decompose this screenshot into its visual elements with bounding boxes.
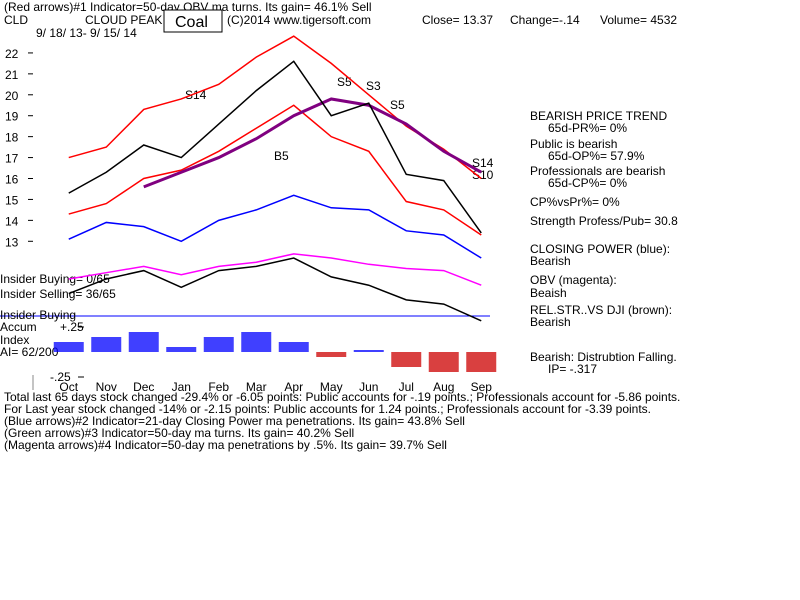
y-tick-label: 15	[5, 193, 19, 207]
footer-text: (Green arrows)#3 Indicator=50-day ma tur…	[4, 426, 354, 440]
footer: Total last 65 days stock changed -29.4% …	[4, 390, 680, 452]
accum-bar	[166, 347, 197, 352]
signal-label: S3	[366, 79, 381, 93]
series-line	[68, 257, 482, 322]
side-text: OBV (magenta):	[530, 273, 617, 287]
accum-bar	[128, 332, 159, 352]
accum-bar	[391, 352, 422, 367]
side-text: Bearish	[530, 315, 571, 329]
x-tick-label: Mar	[246, 380, 267, 394]
signal-label: S5	[337, 75, 352, 89]
footer-text: Total last 65 days stock changed -29.4% …	[4, 390, 680, 404]
x-tick-label: May	[320, 380, 343, 394]
accum-bar	[353, 350, 384, 352]
y-tick-label: 22	[5, 47, 19, 61]
x-tick-label: Jan	[172, 380, 191, 394]
x-tick-label: Sep	[471, 380, 493, 394]
series-line	[68, 194, 482, 259]
y-tick-label: 16	[5, 173, 19, 187]
accum-bar	[278, 342, 309, 352]
x-tick-label: Aug	[433, 380, 454, 394]
y-tick-label: 17	[5, 152, 19, 166]
series-line	[68, 60, 482, 234]
signal-label: S5	[390, 98, 405, 112]
side-text: BEARISH PRICE TREND	[530, 109, 667, 123]
side-text: REL.STR..VS DJI (brown):	[530, 303, 672, 317]
footer-text: (Blue arrows)#2 Indicator=21-day Closing…	[4, 414, 465, 428]
side-text: CP%vsPr%= 0%	[530, 195, 620, 209]
accum-bar	[316, 352, 347, 357]
date-range: 9/ 18/ 13- 9/ 15/ 14	[36, 26, 137, 40]
y-tick-label: 14	[5, 214, 19, 228]
x-tick-label: Dec	[133, 380, 154, 394]
left-text: Accum	[0, 320, 37, 334]
group-box	[163, 9, 223, 33]
side-text: Bearish: Distrubtion Falling.	[530, 350, 677, 364]
side-text: Beaish	[530, 286, 567, 300]
series-line	[68, 104, 482, 236]
volume: Volume= 4532	[600, 13, 677, 27]
left-text: Insider Selling= 36/65	[0, 287, 116, 301]
side-text: Public is bearish	[530, 137, 617, 151]
x-tick-label: Feb	[208, 380, 229, 394]
accum-bar	[91, 337, 122, 352]
y-tick-label: 13	[5, 235, 19, 249]
copyright: (C)2014 www.tigersoft.com	[227, 13, 371, 27]
x-tick-label: Jun	[359, 380, 378, 394]
footer-text: For Last year stock changed -14% or -2.1…	[4, 402, 651, 416]
accum-tick-label: -.25	[50, 370, 71, 384]
y-tick-label: 21	[5, 68, 19, 82]
accum-bar	[203, 337, 234, 352]
footer-text: (Magenta arrows)#4 Indicator=50-day ma p…	[4, 438, 447, 452]
side-text: 65d-OP%= 57.9%	[548, 149, 645, 163]
indicator-text: (Red arrows)#1 Indicator=50-day OBV ma t…	[4, 0, 372, 14]
y-tick-label: 20	[5, 89, 19, 103]
y-tick-label: 18	[5, 131, 19, 145]
change: Change=-.14	[510, 13, 580, 27]
accum-bar	[466, 352, 497, 372]
side-text: Strength Profess/Pub= 30.8	[530, 214, 678, 228]
side-text: 65d-CP%= 0%	[548, 176, 627, 190]
accum-bar	[241, 332, 272, 352]
signal-label: S14	[472, 156, 494, 170]
accum-tick-label: +.25	[60, 320, 84, 334]
signal-label: B5	[274, 149, 289, 163]
symbol: CLD	[4, 13, 28, 27]
accum-bar	[53, 342, 84, 352]
left-text: Insider Buying= 0/65	[0, 272, 110, 286]
side-text: Bearish	[530, 254, 571, 268]
x-tick-label: Oct	[59, 380, 78, 394]
left-text: AI= 62/200	[0, 345, 59, 359]
x-tick-label: Nov	[96, 380, 117, 394]
company-name: CLOUD PEAK	[85, 13, 162, 27]
left-text: Index	[0, 333, 29, 347]
side-text: IP= -.317	[548, 362, 597, 376]
x-tick-label: Apr	[284, 380, 303, 394]
side-text: CLOSING POWER (blue):	[530, 242, 670, 256]
left-text: Insider Buying	[0, 308, 76, 322]
x-tick-label: Jul	[399, 380, 414, 394]
series-line	[143, 97, 482, 189]
side-text: Professionals are bearish	[530, 164, 665, 178]
y-tick-label: 19	[5, 110, 19, 124]
close: Close= 13.37	[422, 13, 493, 27]
group: Coal	[175, 14, 208, 31]
series-line	[68, 253, 482, 286]
side-text: 65d-PR%= 0%	[548, 121, 627, 135]
accum-bar	[428, 352, 459, 372]
